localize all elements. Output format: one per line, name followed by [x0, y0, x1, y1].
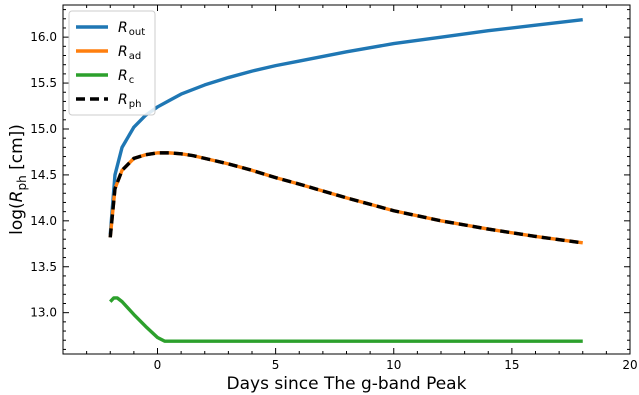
- x-axis-label: Days since The g-band Peak: [227, 374, 467, 394]
- x-tick-label: 15: [504, 358, 519, 372]
- y-tick-label: 15.0: [30, 122, 57, 136]
- series-line-r-out: [108, 18, 583, 235]
- x-tick-label: 5: [272, 358, 280, 372]
- legend-label: Rc: [118, 68, 134, 86]
- y-tick-label: 13.0: [30, 306, 57, 320]
- tick-labels-layer: 0 5 10 15 20 13.0 13.5 14.0 14.5 15.0 15.5 16.0: [30, 30, 637, 372]
- y-tick-label: 15.5: [30, 76, 57, 90]
- x-tick-label: 0: [154, 358, 162, 372]
- legend-label: Rad: [118, 44, 141, 62]
- y-axis-label-symbol: R: [7, 191, 27, 203]
- y-tick-label: 14.5: [30, 168, 57, 182]
- y-axis-label-prefix: log(: [7, 202, 27, 235]
- y-tick-label: 13.5: [30, 260, 57, 274]
- plot-frame: [62, 4, 631, 355]
- y-tick-label: 14.0: [30, 214, 57, 228]
- legend: Rout Rad Rc Rph: [68, 10, 156, 116]
- legend-box: [68, 10, 156, 116]
- series-line-r-c: [109, 296, 583, 343]
- y-axis-label-suffix: [cm]): [7, 124, 27, 175]
- x-tick-label: 10: [386, 358, 401, 372]
- y-axis-label-subscript: ph: [15, 175, 29, 190]
- series-line-r-ad: [108, 151, 583, 245]
- y-axis-label: log(Rph [cm]): [7, 124, 29, 235]
- legend-label: Rph: [118, 92, 141, 110]
- legend-label: Rout: [118, 20, 145, 38]
- series-line-r-ph: [108, 151, 583, 245]
- y-tick-label: 16.0: [30, 30, 57, 44]
- x-tick-label: 20: [622, 358, 637, 372]
- series-layer: [108, 18, 583, 343]
